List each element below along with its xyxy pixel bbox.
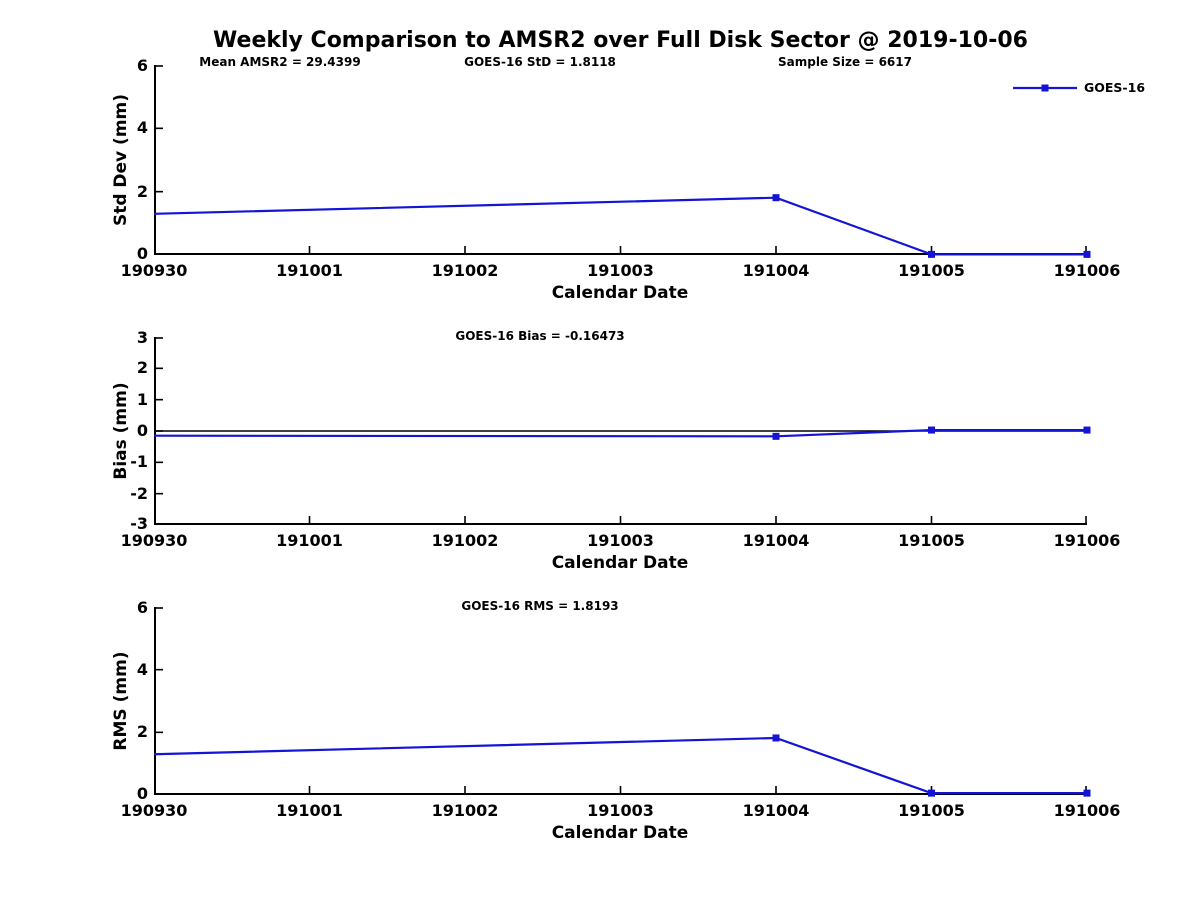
data-point-marker [772,432,780,440]
x-tick-label: 191003 [587,801,654,820]
x-tick-label: 191001 [276,531,343,550]
axis-lines [154,607,1087,795]
data-point-marker [772,734,780,742]
x-tick-label: 191004 [742,801,810,820]
series-line [153,428,1087,438]
x-tick-label: 191002 [431,261,499,280]
y-tick-label: 4 [136,659,148,679]
stddev-plot-area [153,65,1091,258]
y-tick-label: 6 [136,598,148,617]
legend-line-marker-icon [1013,84,1077,91]
x-tick-label: 190930 [120,531,188,550]
bias-subplot [153,337,1091,525]
x-tick-label: 191001 [276,261,343,280]
y-tick-label: 3 [136,328,148,347]
y-tick-label: -1 [130,452,148,472]
annotation-sample-size: Sample Size = 6617 [778,55,912,69]
annotation-mean-amsr2: Mean AMSR2 = 29.4399 [199,55,361,69]
y-tick-label: 2 [136,722,148,742]
xlabel-calendar-date-2: Calendar Date [551,553,689,573]
y-tick-label: -3 [130,514,148,533]
y-tick-label: -2 [130,483,148,503]
data-point-marker [1083,426,1091,434]
y-tick-label: 6 [136,56,148,75]
axis-lines [154,65,1087,255]
x-tick-label: 191003 [587,531,654,550]
x-tick-label: 191006 [1053,261,1121,280]
x-tick-label: 191005 [898,261,965,280]
data-point-marker [772,194,780,202]
x-tick-label: 190930 [120,261,188,280]
x-tick-label: 191005 [898,801,965,820]
x-tick-label: 191002 [431,531,499,550]
figure-title: Weekly Comparison to AMSR2 over Full Dis… [213,28,1028,53]
data-point-marker [928,789,935,797]
series-line [153,196,1087,256]
x-tick-label: 191004 [742,261,810,280]
x-tick-label: 191005 [898,531,965,550]
y-tick-label: 0 [136,421,148,440]
data-point-marker [1083,250,1091,258]
bias-plot-area [153,337,1091,525]
data-point-marker [928,250,935,258]
legend-label: GOES-16 [1084,80,1146,95]
xlabel-calendar-date-3: Calendar Date [551,823,689,843]
y-tick-label: 0 [136,784,148,803]
xlabel-calendar-date-1: Calendar Date [551,283,689,303]
stddev-subplot [153,65,1091,258]
annotation-goes16-rms: GOES-16 RMS = 1.8193 [461,599,619,613]
y-tick-label: 0 [136,244,148,263]
data-point-marker [1083,789,1091,797]
rms-subplot [153,607,1091,797]
data-point-marker [928,426,935,434]
y-tick-label: 1 [136,389,148,409]
ylabel-std-dev: Std Dev (mm) [111,93,131,227]
y-tick-label: 2 [136,181,148,201]
x-tick-label: 191006 [1053,801,1121,820]
y-tick-label: 4 [136,118,148,138]
annotation-goes16-std: GOES-16 StD = 1.8118 [464,55,616,69]
x-tick-label: 191004 [742,531,810,550]
annotation-goes16-bias: GOES-16 Bias = -0.16473 [455,329,625,343]
rms-plot-area [153,607,1091,797]
x-tick-label: 191006 [1053,531,1121,550]
x-tick-label: 191003 [587,261,654,280]
x-tick-label: 190930 [120,801,188,820]
x-tick-label: 191001 [276,801,343,820]
legend: GOES-16 [1013,80,1145,95]
series-line [153,736,1087,795]
y-tick-label: 2 [136,358,148,378]
x-tick-label: 191002 [431,801,499,820]
